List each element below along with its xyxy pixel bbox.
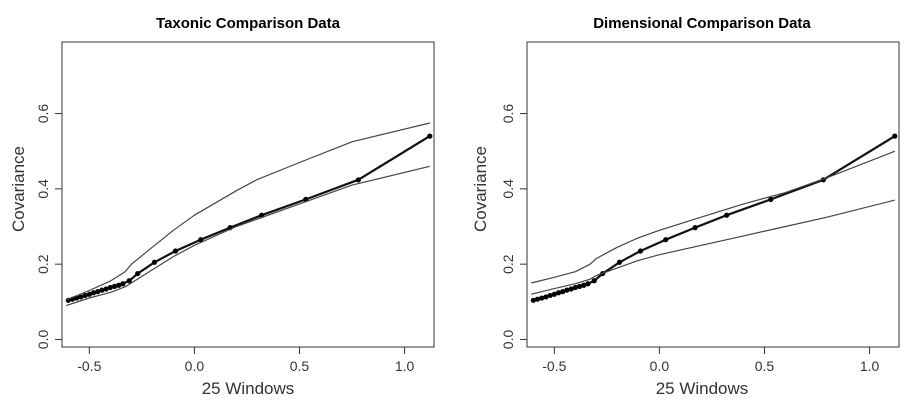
data-point <box>107 284 113 291</box>
data-point <box>724 212 730 218</box>
x-tick-label: 0.0 <box>650 358 670 374</box>
data-point <box>86 291 92 297</box>
y-axis-label: Covariance <box>471 146 490 232</box>
data-point <box>111 283 118 289</box>
data-point <box>616 259 623 265</box>
data-point <box>355 177 361 183</box>
data-point <box>560 289 566 295</box>
tick-layer: -0.5 0.0 0.5 1.0 0.0 0.2 0.4 0.6 <box>35 104 415 374</box>
data-point <box>103 286 109 292</box>
data-point <box>576 283 583 289</box>
upper-band-series-line <box>531 150 896 284</box>
data-point <box>120 281 126 287</box>
y-tick-label: 0.6 <box>500 104 516 124</box>
dimensional-chart-panel: Dimensional Comparison Data Covariance 2… <box>471 15 900 398</box>
observed-series-line <box>68 135 431 302</box>
y-tick-label: 0.6 <box>35 104 51 124</box>
y-tick-label: 0.4 <box>35 179 51 199</box>
data-point <box>568 286 574 292</box>
data-point <box>663 237 669 243</box>
data-point <box>95 289 101 295</box>
x-tick-label: 0.5 <box>290 358 310 374</box>
data-point <box>126 278 132 284</box>
series-layer <box>65 122 433 307</box>
y-axis-label: Covariance <box>9 146 28 232</box>
data-point <box>555 290 562 296</box>
chart-title: Taxonic Comparison Data <box>156 15 341 32</box>
taxonic-chart-panel: Taxonic Comparison Data Covariance 25 Wi… <box>9 15 435 398</box>
data-point <box>564 287 570 293</box>
y-tick-label: 0.2 <box>35 254 51 274</box>
data-point <box>539 295 545 301</box>
data-point <box>572 284 578 291</box>
data-point <box>547 292 553 299</box>
x-axis-label: 25 Windows <box>202 379 295 398</box>
x-tick-label: 0.5 <box>755 358 775 374</box>
data-point <box>135 270 141 277</box>
data-point <box>151 259 158 265</box>
data-point <box>82 292 88 299</box>
y-tick-label: 0.0 <box>35 330 51 350</box>
data-point <box>543 294 549 300</box>
chart-title: Dimensional Comparison Data <box>593 15 811 32</box>
data-point <box>581 282 587 288</box>
data-point <box>427 133 433 139</box>
data-point <box>198 237 204 243</box>
data-point <box>90 290 97 296</box>
data-point <box>692 225 698 231</box>
data-point <box>530 297 536 303</box>
tick-layer: -0.5 0.0 0.5 1.0 0.0 0.2 0.4 0.6 <box>500 104 880 374</box>
y-tick-label: 0.2 <box>500 254 516 274</box>
plot-frame <box>61 41 435 348</box>
upper-band-series-line <box>65 122 430 301</box>
data-point <box>591 278 597 284</box>
x-axis-label: 25 Windows <box>656 379 749 398</box>
data-point <box>585 281 591 287</box>
series-layer <box>530 133 898 303</box>
observed-series-line <box>533 135 896 302</box>
plot-frame <box>526 41 900 348</box>
y-tick-label: 0.4 <box>500 179 516 199</box>
data-point <box>99 287 105 293</box>
x-tick-label: 1.0 <box>395 358 415 374</box>
data-point <box>551 291 557 297</box>
x-tick-label: -0.5 <box>77 358 101 374</box>
data-point <box>78 294 84 300</box>
data-point <box>892 133 898 139</box>
lower-band-series-line <box>531 199 895 295</box>
data-point <box>534 296 541 302</box>
data-point <box>637 248 644 254</box>
x-tick-label: 1.0 <box>860 358 880 374</box>
y-tick-label: 0.0 <box>500 330 516 350</box>
data-point <box>172 248 179 254</box>
x-tick-label: -0.5 <box>542 358 566 374</box>
lower-band-series-line <box>66 165 430 307</box>
data-point <box>116 282 122 288</box>
x-tick-label: 0.0 <box>185 358 205 374</box>
data-point <box>768 196 774 202</box>
